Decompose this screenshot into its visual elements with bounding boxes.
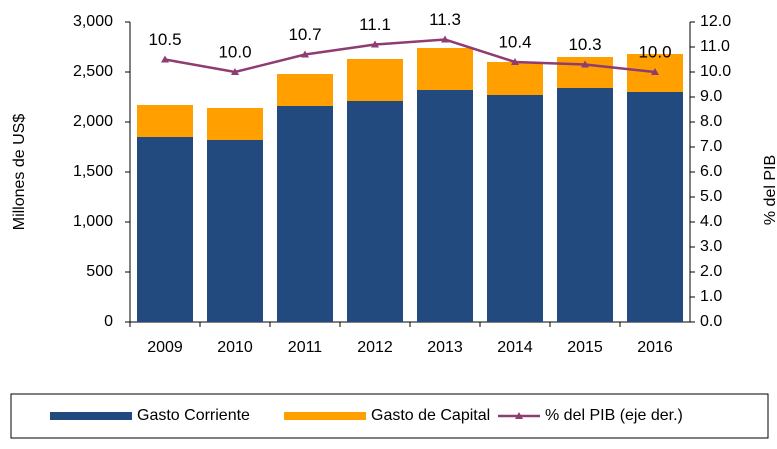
data-label: 11.3 (429, 10, 461, 29)
marker (581, 60, 589, 68)
y2-tick-label: 0.0 (700, 313, 722, 330)
data-label: 10.5 (148, 30, 181, 49)
bar (557, 88, 613, 322)
line (164, 38, 656, 74)
marker (441, 35, 449, 43)
y-axis-label: Millones de US$ (11, 114, 28, 231)
y2-tick-label: 5.0 (700, 188, 722, 205)
data-label: 10.7 (288, 25, 321, 44)
bar (207, 140, 263, 322)
y-tick-label: 500 (86, 263, 113, 280)
legend-label: Gasto Corriente (137, 407, 250, 424)
bar (137, 137, 193, 322)
y2-tick-label: 1.0 (700, 288, 722, 305)
y-tick-label: 2,500 (73, 63, 113, 80)
x-tick-label: 2014 (497, 339, 533, 356)
legend-box (10, 393, 769, 439)
bar (487, 95, 543, 322)
legend-label: Gasto de Capital (371, 407, 490, 424)
y-tick-label: 1,500 (73, 163, 113, 180)
bar (627, 92, 683, 322)
bar (347, 101, 403, 322)
data-label: 10.3 (568, 35, 601, 54)
bar (417, 90, 473, 322)
y2-tick-label: 4.0 (700, 213, 722, 230)
x-tick-label: 2012 (357, 339, 393, 356)
y2-tick-label: 3.0 (700, 238, 722, 255)
y2-axis-label: % del PIB (762, 155, 777, 225)
marker (301, 50, 309, 58)
bar (207, 108, 263, 140)
legend-marker (515, 412, 523, 419)
x-tick-label: 2016 (637, 339, 673, 356)
data-label: 10.0 (638, 42, 671, 61)
bar (277, 74, 333, 106)
x-tick-label: 2015 (567, 339, 603, 356)
y2-tick-label: 2.0 (700, 263, 722, 280)
bar (417, 48, 473, 90)
bar (137, 105, 193, 137)
legend-swatch (50, 412, 132, 420)
y2-tick-label: 8.0 (700, 113, 722, 130)
marker (231, 68, 239, 75)
x-tick-label: 2011 (288, 339, 323, 356)
data-label: 10.0 (218, 42, 251, 61)
legend-label: % del PIB (eje der.) (545, 407, 683, 424)
data-label: 11.1 (359, 15, 391, 34)
y-tick-label: 0 (104, 313, 113, 330)
y-tick-label: 2,000 (73, 113, 113, 130)
y2-tick-label: 9.0 (700, 88, 722, 105)
y2-tick-label: 10.0 (700, 63, 731, 80)
bar (487, 62, 543, 95)
y-tick-label: 3,000 (73, 13, 113, 30)
bar (277, 106, 333, 322)
marker (161, 55, 169, 63)
marker (371, 40, 379, 48)
x-tick-label: 2013 (427, 339, 463, 356)
marker (511, 58, 519, 65)
y-tick-label: 1,000 (73, 213, 113, 230)
data-label: 10.4 (498, 32, 531, 51)
y2-tick-label: 12.0 (700, 13, 731, 30)
y2-tick-label: 6.0 (700, 163, 722, 180)
legend-swatch (284, 412, 366, 420)
x-tick-label: 2009 (147, 339, 183, 356)
y2-tick-label: 7.0 (700, 138, 722, 155)
x-tick-label: 2010 (217, 339, 253, 356)
marker (651, 68, 659, 75)
bar (347, 59, 403, 101)
y2-tick-label: 11.0 (700, 38, 730, 55)
